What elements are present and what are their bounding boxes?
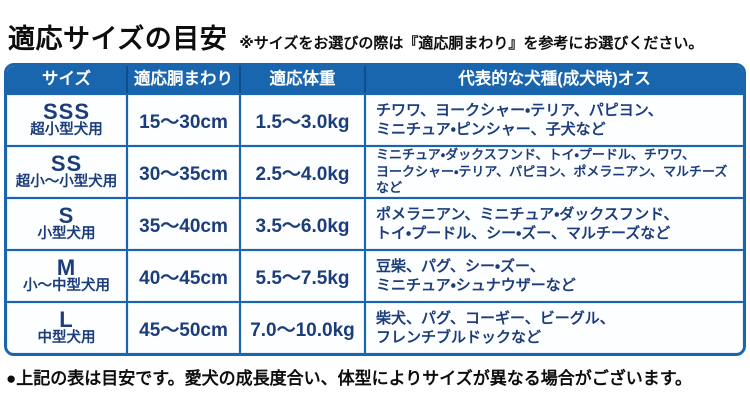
girth-value: 15〜30cm — [126, 95, 239, 145]
girth-value: 35〜40cm — [126, 199, 239, 249]
size-label: 超小型犬用 — [30, 122, 103, 139]
weight-value: 3.5〜6.0kg — [239, 199, 364, 249]
size-cell: S 小型犬用 — [7, 199, 126, 249]
breed-list: ミニチュア・ダックスフンド、トイ・プードル、チワワ、 ヨークシャー・テリア、パピ… — [364, 147, 743, 197]
header-cell-breeds: 代表的な犬種(成犬時)オス — [364, 66, 743, 93]
title-note: ※サイズをお選びの際は『適応胴まわり』を参考にお選びください。 — [239, 34, 704, 52]
size-label: 中型犬用 — [37, 330, 96, 347]
breed-list: チワワ、ヨークシャー・テリア、パピヨン、 ミニチュア・ピンシャー、子犬など — [364, 95, 743, 145]
weight-value: 1.5〜3.0kg — [239, 95, 364, 145]
header-cell-girth: 適応胴まわり — [126, 66, 239, 93]
girth-value: 45〜50cm — [126, 303, 239, 353]
size-code: SS — [50, 151, 83, 177]
table-row-s: S 小型犬用 35〜40cm 3.5〜6.0kg ポメラニアン、ミニチュア・ダッ… — [7, 197, 743, 249]
size-cell: M 小〜中型犬用 — [7, 251, 126, 301]
size-code: L — [59, 307, 74, 333]
size-table: サイズ 適応胴まわり 適応体重 代表的な犬種(成犬時)オス SSS 超小型犬用 … — [4, 63, 746, 356]
table-row-ss: SS 超小〜小型犬用 30〜35cm 2.5〜4.0kg ミニチュア・ダックスフ… — [7, 145, 743, 197]
table-row-sss: SSS 超小型犬用 15〜30cm 1.5〜3.0kg チワワ、ヨークシャー・テ… — [7, 93, 743, 145]
table-body: SSS 超小型犬用 15〜30cm 1.5〜3.0kg チワワ、ヨークシャー・テ… — [7, 93, 743, 353]
weight-value: 5.5〜7.5kg — [239, 251, 364, 301]
weight-value: 7.0〜10.0kg — [239, 303, 364, 353]
weight-value: 2.5〜4.0kg — [239, 147, 364, 197]
size-label: 小型犬用 — [37, 226, 96, 243]
size-code: M — [56, 255, 77, 281]
page-title: 適応サイズの目安 — [8, 24, 228, 54]
size-cell: SSS 超小型犬用 — [7, 95, 126, 145]
breed-list: 豆柴、パグ、シー・ズー、 ミニチュア・シュナウザーなど — [364, 251, 743, 301]
breed-list: 柴犬、パグ、コーギー、ビーグル、 フレンチブルドックなど — [364, 303, 743, 353]
size-code: S — [58, 203, 75, 229]
table-row-m: M 小〜中型犬用 40〜45cm 5.5〜7.5kg 豆柴、パグ、シー・ズー、 … — [7, 249, 743, 301]
size-label: 小〜中型犬用 — [23, 278, 110, 295]
header-cell-weight: 適応体重 — [239, 66, 364, 93]
girth-value: 40〜45cm — [126, 251, 239, 301]
table-header: サイズ 適応胴まわり 適応体重 代表的な犬種(成犬時)オス — [7, 66, 743, 93]
size-cell: L 中型犬用 — [7, 303, 126, 353]
title-bar: 適応サイズの目安 ※サイズをお選びの際は『適応胴まわり』を参考にお選びください。 — [0, 0, 750, 53]
size-cell: SS 超小〜小型犬用 — [7, 147, 126, 197]
size-code: SSS — [42, 99, 91, 125]
footnote: ●上記の表は目安です。愛犬の成長度合い、体型によりサイズが異なる場合がございます… — [6, 369, 693, 388]
table-row-l: L 中型犬用 45〜50cm 7.0〜10.0kg 柴犬、パグ、コーギー、ビーグ… — [7, 301, 743, 353]
breed-list: ポメラニアン、ミニチュア・ダックスフンド、 トイ・プードル、シー・ズー、マルチー… — [364, 199, 743, 249]
size-label: 超小〜小型犬用 — [15, 174, 118, 191]
header-cell-size: サイズ — [41, 70, 91, 88]
girth-value: 30〜35cm — [126, 147, 239, 197]
